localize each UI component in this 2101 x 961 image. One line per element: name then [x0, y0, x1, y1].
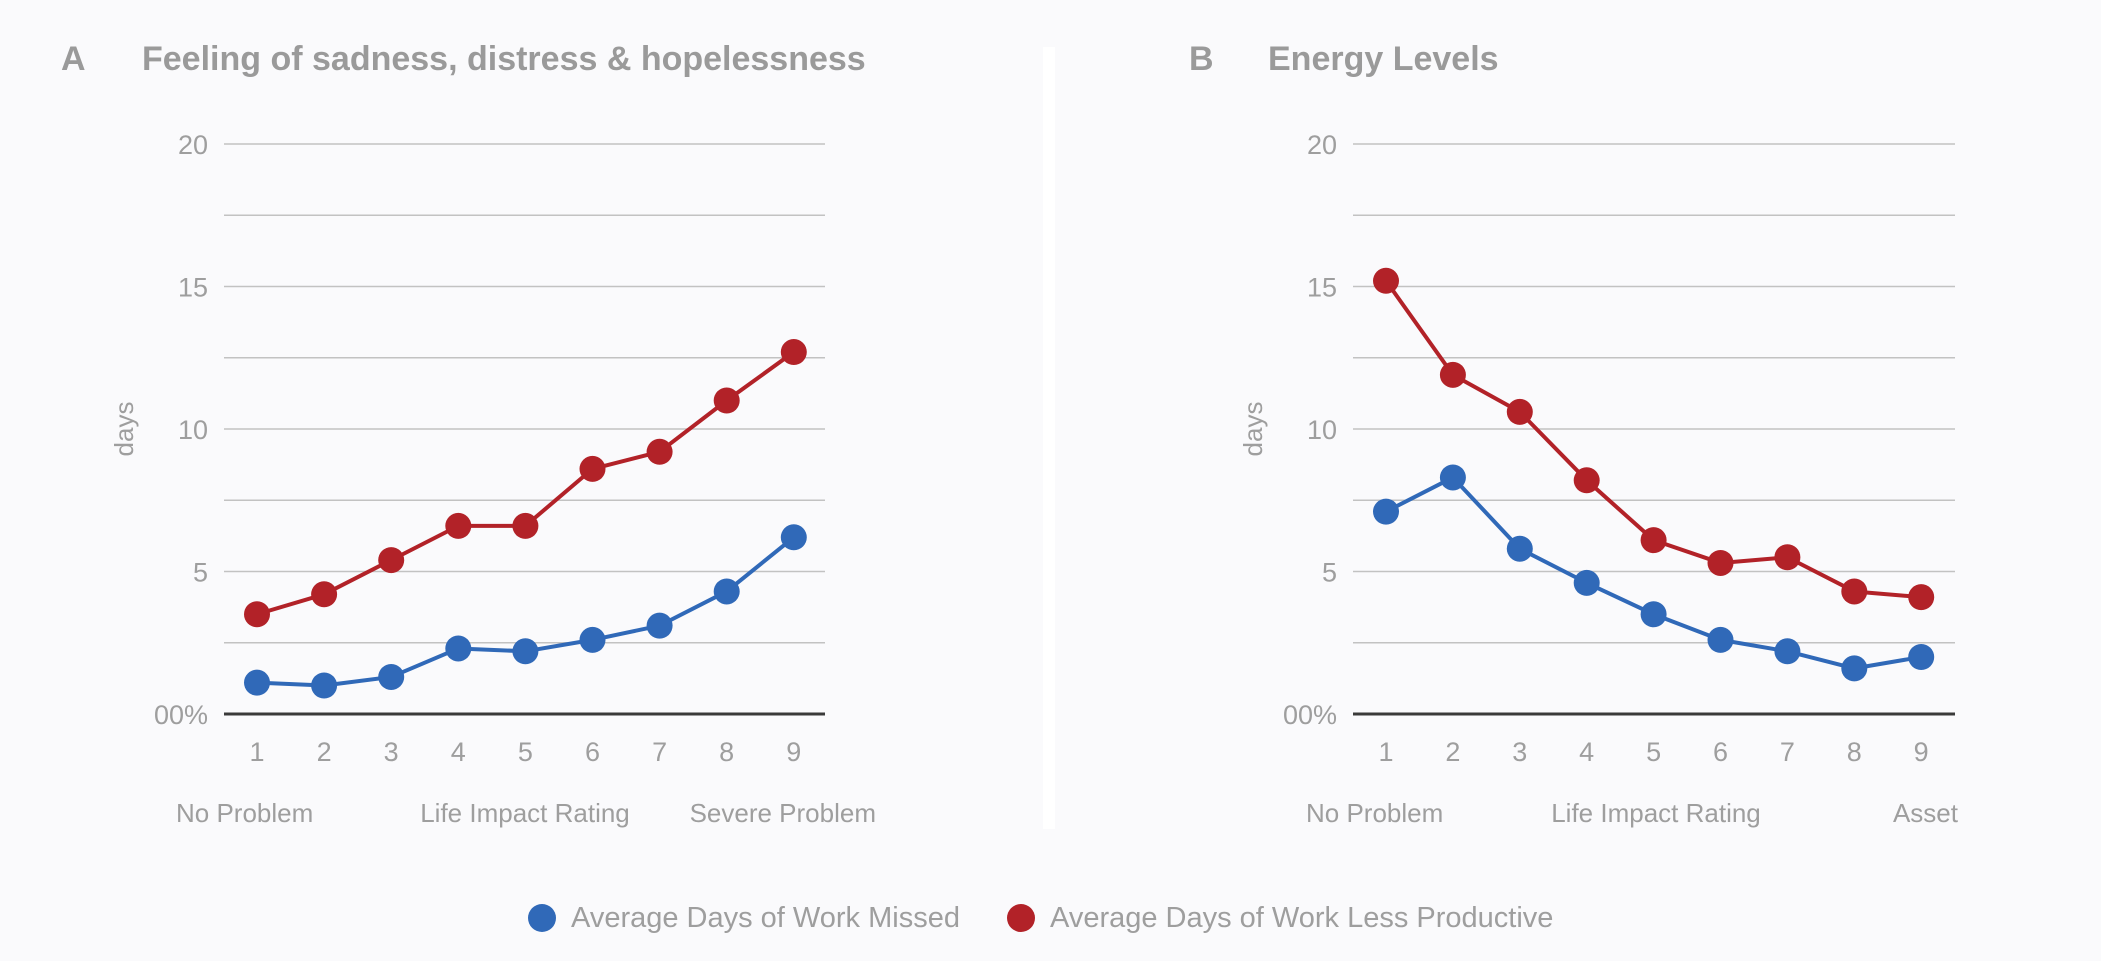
data-point-missed	[445, 635, 472, 662]
x-label-right: Asset	[1893, 798, 1959, 828]
panel-a-title: Feeling of sadness, distress & hopelessn…	[142, 40, 866, 78]
data-point-less-productive	[780, 339, 807, 366]
chart-b: 00% 5 10 15 20 days 1 2 3 4 5 6 7 8 9 No Problem Life Im…	[1238, 130, 1959, 828]
data-point-less-productive	[1439, 361, 1466, 388]
data-point-missed	[1707, 626, 1734, 653]
data-point-less-productive	[1841, 578, 1868, 605]
data-point-less-productive	[1640, 527, 1667, 554]
data-point-less-productive	[311, 581, 338, 608]
panel-a-letter: A	[61, 40, 86, 78]
x-tick-label: 3	[384, 737, 399, 767]
legend-dot-missed-icon	[528, 904, 556, 932]
x-tick-label: 6	[585, 737, 600, 767]
chart-a: 00% 5 10 15 20 days 1 2 3 4 5 6 7 8 9 No Problem Life Im…	[109, 130, 876, 828]
x-tick-label: 1	[1378, 737, 1393, 767]
x-tick-label: 5	[518, 737, 533, 767]
x-label-right: Severe Problem	[690, 798, 876, 828]
y-axis-label: days	[1238, 402, 1268, 457]
data-point-missed	[512, 638, 539, 665]
x-axis-label: Life Impact Rating	[1551, 798, 1761, 828]
legend-item-missed: Average Days of Work Missed	[528, 898, 960, 938]
legend-item-less-productive: Average Days of Work Less Productive	[1007, 898, 1553, 938]
panel-b-letter: B	[1189, 40, 1214, 78]
data-point-missed	[1640, 601, 1667, 628]
x-tick-label: 8	[719, 737, 734, 767]
y-tick-label: 00%	[154, 700, 208, 730]
data-point-missed	[579, 626, 606, 653]
data-point-missed	[1908, 644, 1935, 670]
data-point-missed	[244, 669, 270, 696]
data-point-less-productive	[646, 438, 673, 465]
x-tick-label: 9	[786, 737, 801, 767]
data-point-missed	[1573, 569, 1600, 596]
series-line-missed	[1385, 475, 1922, 671]
data-point-missed	[378, 663, 405, 690]
x-tick-label: 7	[1780, 737, 1795, 767]
y-tick-label: 10	[1307, 415, 1337, 445]
data-point-missed	[311, 672, 338, 699]
data-point-missed	[1506, 535, 1533, 562]
data-point-less-productive	[1506, 398, 1533, 425]
x-tick-label: 2	[1445, 737, 1460, 767]
y-tick-label: 10	[178, 415, 208, 445]
y-tick-label: 5	[1322, 558, 1337, 588]
legend: Average Days of Work Missed Average Days…	[0, 898, 2101, 938]
data-point-missed	[646, 612, 673, 639]
data-point-less-productive	[713, 387, 740, 414]
x-label-left: No Problem	[1306, 798, 1443, 828]
x-tick-label: 5	[1646, 737, 1661, 767]
y-tick-label: 15	[1307, 273, 1337, 303]
x-tick-label: 4	[451, 737, 466, 767]
data-point-less-productive	[378, 547, 405, 574]
legend-label-less-productive: Average Days of Work Less Productive	[1050, 901, 1554, 934]
y-tick-label: 20	[1307, 130, 1337, 160]
x-tick-label: 7	[652, 737, 667, 767]
data-point-less-productive	[1373, 267, 1399, 294]
data-point-less-productive	[1908, 584, 1935, 611]
x-tick-label: 6	[1713, 737, 1728, 767]
x-tick-label: 4	[1579, 737, 1594, 767]
data-point-less-productive	[579, 455, 606, 482]
data-point-missed	[1774, 638, 1801, 665]
y-tick-label: 15	[178, 273, 208, 303]
panel-b-title: Energy Levels	[1268, 40, 1499, 78]
data-point-less-productive	[244, 601, 270, 628]
y-tick-label: 5	[193, 558, 208, 588]
x-tick-label: 2	[317, 737, 332, 767]
legend-dot-less-productive-icon	[1007, 904, 1035, 932]
y-tick-label: 00%	[1283, 700, 1337, 730]
y-tick-label: 20	[178, 130, 208, 160]
x-tick-label: 8	[1847, 737, 1862, 767]
legend-label-missed: Average Days of Work Missed	[571, 901, 960, 934]
data-point-missed	[1439, 464, 1466, 491]
x-axis-label: Life Impact Rating	[420, 798, 630, 828]
data-point-missed	[780, 524, 807, 551]
data-point-less-productive	[1707, 549, 1734, 576]
x-tick-label: 3	[1512, 737, 1527, 767]
data-point-missed	[1373, 498, 1399, 525]
data-point-missed	[1841, 655, 1868, 682]
data-point-less-productive	[1774, 544, 1801, 571]
data-point-less-productive	[445, 512, 472, 539]
data-point-less-productive	[512, 512, 539, 539]
data-point-missed	[713, 578, 740, 605]
panel-divider	[1043, 47, 1055, 829]
x-tick-label: 1	[249, 737, 264, 767]
data-point-less-productive	[1573, 467, 1600, 494]
x-tick-label: 9	[1914, 737, 1929, 767]
x-label-left: No Problem	[176, 798, 313, 828]
y-axis-label: days	[109, 402, 139, 457]
